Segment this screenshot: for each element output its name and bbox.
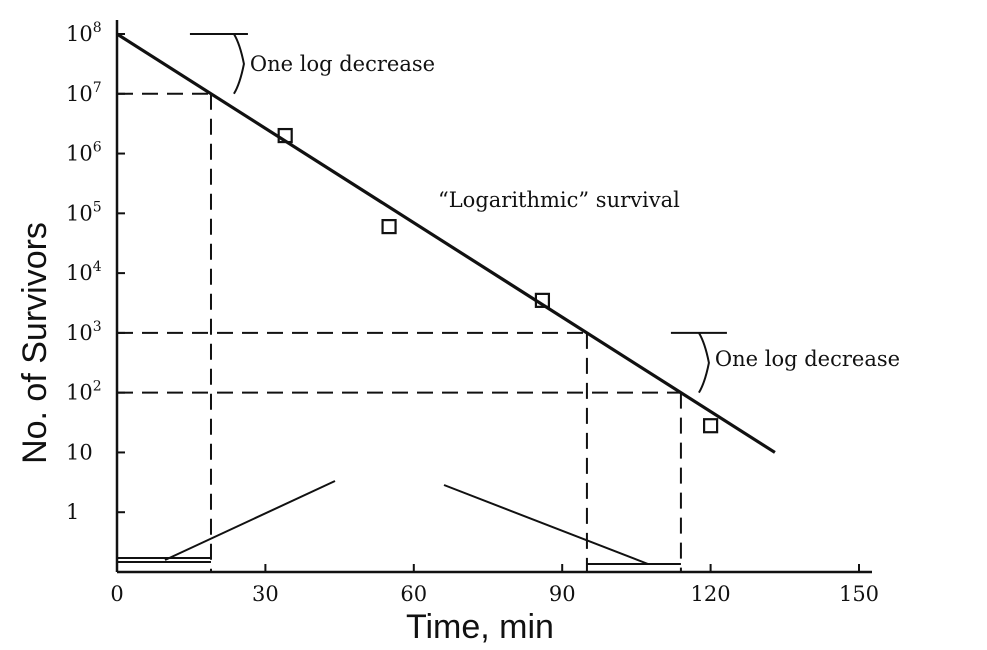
y-tick-label: 105 <box>66 199 102 225</box>
x-tick-label: 120 <box>691 582 731 606</box>
y-tick-label: 10 <box>66 440 93 464</box>
fit-line-group <box>116 32 776 454</box>
x-tick-label: 0 <box>110 582 123 606</box>
y-tick-label: 1 <box>66 500 79 524</box>
bracket-brace-lower <box>698 332 710 394</box>
data-point <box>381 218 397 235</box>
data-point <box>277 127 293 144</box>
x-tick-labels: 0 30 60 90 120 150 <box>110 582 879 606</box>
data-point <box>702 418 719 434</box>
y-tick-exponent: 7 <box>93 80 102 96</box>
reference-lines <box>117 92 682 572</box>
y-tick-exponent: 8 <box>93 20 102 36</box>
decorative-strokes <box>117 480 681 565</box>
y-tick-label: 103 <box>66 319 102 345</box>
axes <box>115 20 872 574</box>
y-tick-exponent: 5 <box>93 199 102 215</box>
y-tick-label: 108 <box>66 20 102 46</box>
annotations: One log decrease “Logarithmic” survival On… <box>189 33 900 394</box>
annotation-upper: One log decrease <box>250 52 435 76</box>
y-tick-exponent: 3 <box>93 319 102 335</box>
decor-stroke-right <box>443 484 649 565</box>
x-tick-label: 30 <box>252 582 279 606</box>
y-tick-label: 107 <box>66 80 102 106</box>
y-tick-label: 102 <box>66 379 102 405</box>
y-tick-label: 104 <box>66 259 102 285</box>
x-tick-label: 90 <box>549 582 576 606</box>
x-tick-label: 150 <box>839 582 879 606</box>
decor-stroke-left <box>164 480 336 561</box>
bracket-brace-upper <box>233 33 245 95</box>
data-point <box>534 292 551 308</box>
y-tick-exponent: 4 <box>93 259 102 275</box>
y-tick-exponent: 2 <box>93 379 102 395</box>
x-axis-title: Time, min <box>406 608 554 646</box>
y-axis-title: No. of Survivors <box>16 222 54 464</box>
annotation-middle: “Logarithmic” survival <box>438 188 680 212</box>
y-tick-label: 106 <box>66 140 102 166</box>
data-points <box>277 127 719 434</box>
annotation-lower: One log decrease <box>715 347 900 371</box>
fit-line <box>116 32 776 454</box>
y-tick-exponent: 6 <box>93 140 102 156</box>
x-tick-label: 60 <box>400 582 427 606</box>
